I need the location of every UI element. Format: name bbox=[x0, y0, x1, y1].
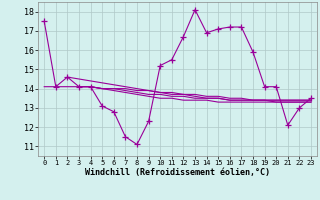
X-axis label: Windchill (Refroidissement éolien,°C): Windchill (Refroidissement éolien,°C) bbox=[85, 168, 270, 177]
